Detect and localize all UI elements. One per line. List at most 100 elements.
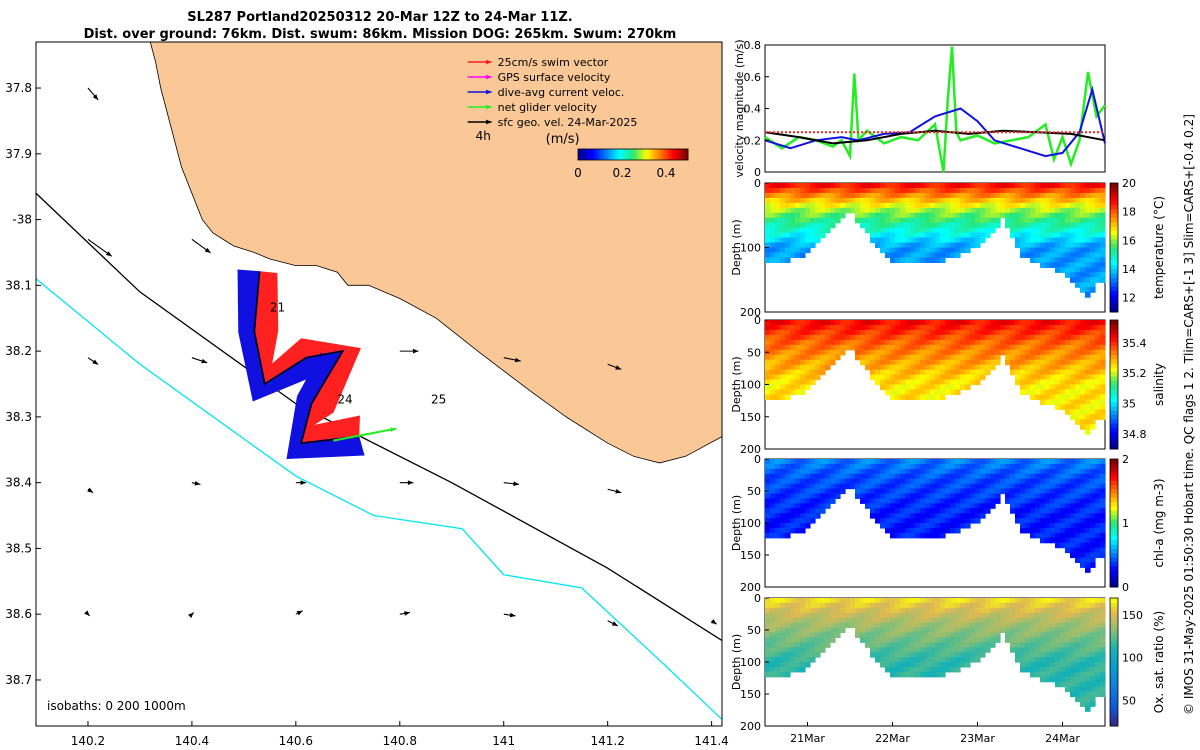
profile-cell-2-54-6 [1035,488,1041,495]
profile-cell-1-54-2 [1035,329,1041,336]
profile-cell-0-19-3 [860,197,866,204]
profile-cell-1-1-15 [770,394,776,400]
profile-cell-2-9-2 [810,468,816,475]
profile-cell-0-14-1 [835,187,841,194]
profile-cell-3-62-20 [1075,696,1081,702]
profile-cell-1-59-6 [1060,349,1066,356]
profile-cell-2-32-6 [925,488,931,495]
profile-cell-2-43-0 [980,459,986,465]
profile-cell-1-65-16 [1090,399,1096,405]
profile-cell-1-3-10 [780,369,786,376]
profile-cell-3-52-1 [1025,602,1031,609]
profile-cell-3-66-4 [1095,617,1101,624]
profile-cell-3-10-4 [815,617,821,624]
profile-cell-1-66-5 [1095,344,1101,351]
profile-cell-0-29-5 [910,207,916,214]
profile-cell-3-55-7 [1040,632,1046,638]
profile-cell-0-65-15 [1090,257,1096,263]
profile-cell-0-35-13 [940,247,946,254]
profile-cell-3-15-0 [840,598,846,604]
profile-cell-3-24-14 [885,666,891,673]
profile-cell-2-61-19 [1070,552,1076,559]
profile-colorbar-cell-2-23 [1110,484,1118,490]
profile-colorbar-cell-0-20 [1110,221,1118,227]
profile-cell-3-22-10 [875,647,881,653]
profile-cell-2-6-8 [795,498,801,504]
profile-cell-2-6-3 [795,473,801,480]
profile-cell-3-54-4 [1035,617,1041,624]
profile-cell-2-52-13 [1025,523,1031,529]
profile-cell-1-0-11 [765,374,771,381]
profile-cell-2-42-2 [975,468,981,475]
profile-cell-3-25-11 [890,652,896,658]
profile-cell-0-43-8 [980,222,986,229]
profile-cell-0-13-1 [830,187,836,194]
profile-cell-2-51-14 [1020,527,1026,534]
profile-cell-0-4-8 [785,222,791,229]
chart-title-line-2: Dist. over ground: 76km. Dist. swum: 86k… [83,27,677,42]
profile-cell-2-40-2 [965,468,971,475]
profile-cell-0-28-9 [905,227,911,234]
profile-cell-2-64-13 [1085,523,1091,529]
profile-cell-3-37-13 [950,662,956,668]
profile-cell-3-1-7 [770,632,776,638]
profile-cell-0-66-9 [1095,227,1101,234]
profile-cell-0-67-16 [1100,262,1106,268]
profile-cell-1-38-5 [955,344,961,351]
profile-cell-1-4-14 [785,389,791,396]
profile-cell-3-0-10 [765,647,771,653]
colorbar-cell-39 [685,149,689,160]
profile-cell-3-49-9 [1010,642,1016,648]
profile-cell-3-67-18 [1100,686,1106,693]
profile-cell-2-37-5 [950,483,956,490]
profile-cell-2-5-4 [790,478,796,485]
profile-cell-2-57-9 [1050,503,1056,509]
profile-cell-3-63-14 [1080,666,1086,673]
profile-cell-3-32-3 [925,612,931,619]
profile-cell-3-63-3 [1080,612,1086,619]
profile-cell-0-40-2 [965,192,971,199]
profile-colorbar-tick-3-0: 50 [1122,694,1136,707]
profile-cell-2-63-15 [1080,532,1086,539]
profile-cell-1-24-3 [885,334,891,341]
profile-cell-1-2-14 [775,389,781,396]
profile-cell-2-31-4 [920,478,926,485]
profile-cell-3-60-18 [1065,686,1071,693]
profile-cell-3-65-20 [1090,696,1096,702]
profile-cell-0-62-0 [1075,183,1081,189]
profile-cell-0-59-2 [1060,192,1066,199]
profile-cell-2-60-0 [1065,459,1071,465]
profile-cell-2-25-2 [890,468,896,475]
profile-cell-2-56-2 [1045,468,1051,475]
profile-cell-1-65-15 [1090,394,1096,400]
profile-cell-0-4-1 [785,187,791,194]
profile-cell-3-33-4 [930,617,936,624]
profile-cell-3-46-1 [995,602,1001,609]
profile-cell-3-67-10 [1100,647,1106,653]
profile-cell-1-61-3 [1070,334,1076,341]
profile-cell-2-53-5 [1030,483,1036,490]
profile-cell-0-31-4 [920,202,926,209]
profile-cell-1-18-6 [855,349,861,356]
profile-cell-1-32-2 [925,329,931,336]
profile-cell-1-25-15 [890,394,896,400]
profile-cell-3-14-4 [835,617,841,624]
profile-cell-1-34-10 [935,369,941,376]
profile-cell-3-1-10 [770,647,776,653]
profile-cell-1-1-7 [770,354,776,361]
profile-cell-3-58-0 [1055,598,1061,604]
profile-cell-0-3-3 [780,197,786,204]
profile-cell-3-24-4 [885,617,891,624]
profile-cell-3-34-0 [935,598,941,604]
profile-cell-3-44-0 [985,598,991,604]
map-y-tick-label-6: 38.4 [5,476,32,490]
profile-cell-1-16-3 [845,334,851,341]
profile-cell-0-36-10 [945,232,951,239]
profile-cell-3-53-1 [1030,602,1036,609]
profile-cell-1-60-15 [1065,394,1071,400]
profile-cell-0-52-1 [1025,187,1031,194]
profile-cell-0-54-11 [1035,237,1041,244]
geo-vector-11-head [407,480,414,485]
profile-cell-1-60-4 [1065,339,1071,346]
profile-cell-1-36-7 [945,354,951,361]
